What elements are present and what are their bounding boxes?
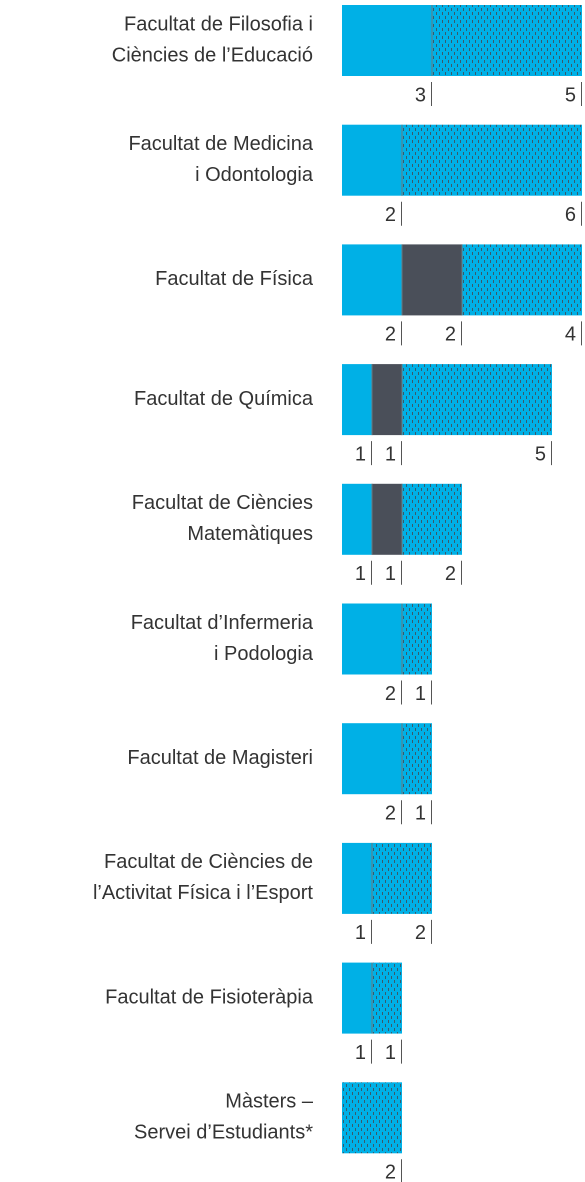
value-label: 1 (355, 563, 366, 585)
bar-segment (372, 483, 402, 555)
category-label: Facultat d’Infermeria (131, 612, 314, 634)
value-label: 1 (355, 443, 366, 465)
category-label: i Odontologia (195, 164, 314, 186)
bar-segment (342, 842, 372, 914)
category-label: Màsters – (225, 1091, 314, 1113)
bar-segment (372, 962, 402, 1034)
bar-segment (342, 723, 402, 795)
value-label: 2 (385, 204, 396, 226)
bar-segment (402, 364, 552, 436)
category-label: Facultat de Filosofia i (124, 13, 313, 35)
value-label: 1 (385, 1042, 396, 1064)
value-label: 5 (535, 443, 546, 465)
bar-segment (342, 962, 372, 1034)
bar-segment (462, 244, 582, 316)
value-label: 1 (355, 1042, 366, 1064)
bar-segment (342, 5, 432, 76)
bar-segment (342, 603, 402, 675)
category-label: Facultat de Ciències (132, 492, 313, 514)
bar-segment (402, 244, 462, 316)
category-label: Facultat de Fisioteràpia (105, 986, 314, 1008)
value-label: 1 (385, 443, 396, 465)
bar-segment (342, 124, 402, 196)
category-label: Matemàtiques (187, 523, 313, 545)
value-label: 6 (565, 204, 576, 226)
value-label: 1 (385, 563, 396, 585)
category-label: l’Activitat Física i l’Esport (93, 882, 313, 904)
value-label: 2 (385, 683, 396, 705)
bar-segment (342, 244, 402, 316)
category-label: Facultat de Medicina (128, 133, 313, 155)
bar-segment (402, 483, 462, 555)
category-label: Facultat de Ciències de (104, 851, 313, 873)
value-label: 3 (415, 84, 426, 106)
bar-segment (342, 364, 372, 436)
bar-segment (432, 5, 582, 76)
value-label: 2 (385, 324, 396, 346)
bar-segment (372, 842, 432, 914)
value-label: 4 (565, 324, 576, 346)
value-label: 2 (415, 922, 426, 944)
value-label: 2 (445, 563, 456, 585)
bar-segment (402, 723, 432, 795)
value-label: 5 (565, 84, 576, 106)
category-label: Ciències de l’Educació (112, 44, 313, 66)
category-label: Facultat de Magisteri (127, 747, 313, 769)
category-label: Facultat de Química (134, 388, 314, 410)
bar-segment (342, 1082, 402, 1154)
value-label: 2 (385, 1162, 396, 1182)
bar-segment (402, 124, 582, 196)
value-label: 1 (355, 922, 366, 944)
value-label: 1 (415, 683, 426, 705)
category-label: i Podologia (214, 643, 314, 665)
bar-segment (342, 483, 372, 555)
value-label: 1 (415, 802, 426, 824)
category-label: Servei d’Estudiants* (134, 1122, 313, 1144)
value-label: 2 (385, 802, 396, 824)
bar-segment (402, 603, 432, 675)
value-label: 2 (445, 324, 456, 346)
bar-segment (372, 364, 402, 436)
category-label: Facultat de Física (155, 268, 314, 290)
